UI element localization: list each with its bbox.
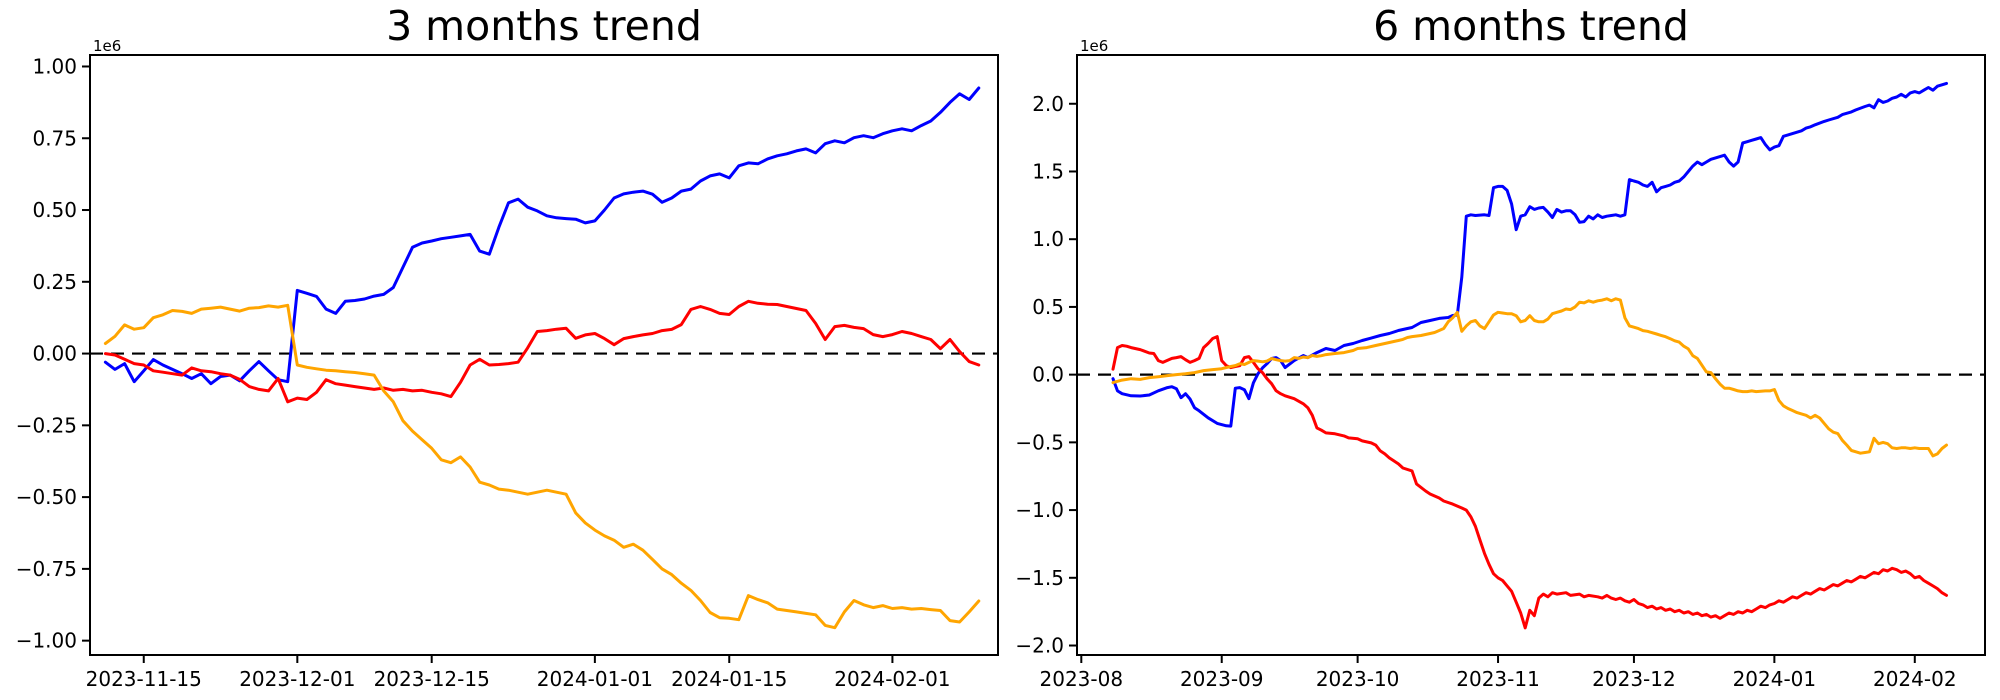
series-line-orange [103,303,981,630]
y-tick-label: 2.0 [1032,92,1064,116]
y-tick-label: −0.75 [16,557,77,581]
series-line-blue [1111,81,1948,428]
y-tick-label: 0.75 [32,126,77,150]
y-tick-label: −2.0 [1015,634,1064,658]
x-tick-label: 2024-01-01 [537,667,653,691]
x-tick-label: 2024-02 [1873,667,1957,691]
x-tick-label: 2023-12 [1592,667,1676,691]
chart-title-left: 3 months trend [386,2,702,50]
series-line-red [1111,335,1948,630]
x-tick-label: 2023-12-01 [239,667,355,691]
axes-spine [1076,54,1986,656]
chart-title-right: 6 months trend [1373,2,1689,50]
y-tick-label: −1.5 [1015,566,1064,590]
y-tick-label: 0.25 [32,270,77,294]
x-tick-label: 2024-02-01 [834,667,950,691]
y-tick-label: 1.0 [1032,227,1064,251]
series-group [103,86,981,630]
y-tick-label: 1.5 [1032,159,1064,183]
x-tick-label: 2023-08 [1040,667,1124,691]
y-tick-label: 0.5 [1032,295,1064,319]
x-tick-label: 2024-01 [1733,667,1817,691]
y-tick-label: −0.50 [16,485,77,509]
x-tick-label: 2023-11 [1456,667,1540,691]
y-tick-label: 0.0 [1032,363,1064,387]
y-axis-offset-label: 1e6 [1080,37,1108,55]
series-group [1111,81,1948,630]
y-tick-label: 0.00 [32,342,77,366]
x-tick-label: 2023-11-15 [86,667,202,691]
y-tick-label: 0.50 [32,198,77,222]
y-tick-label: 1.00 [32,54,77,78]
y-tick-label: −1.00 [16,629,77,653]
y-tick-label: −1.0 [1015,498,1064,522]
x-tick-label: 2023-10 [1316,667,1400,691]
y-axis-offset-label: 1e6 [93,37,121,55]
y-tick-label: −0.25 [16,413,77,437]
series-line-blue [103,86,981,386]
x-tick-label: 2024-01-15 [671,667,787,691]
y-tick-label: −0.5 [1015,430,1064,454]
series-line-red [103,299,981,404]
axes-spine [89,54,999,656]
series-line-orange [1111,297,1948,458]
x-tick-label: 2023-09 [1180,667,1264,691]
x-tick-label: 2023-12-15 [374,667,490,691]
